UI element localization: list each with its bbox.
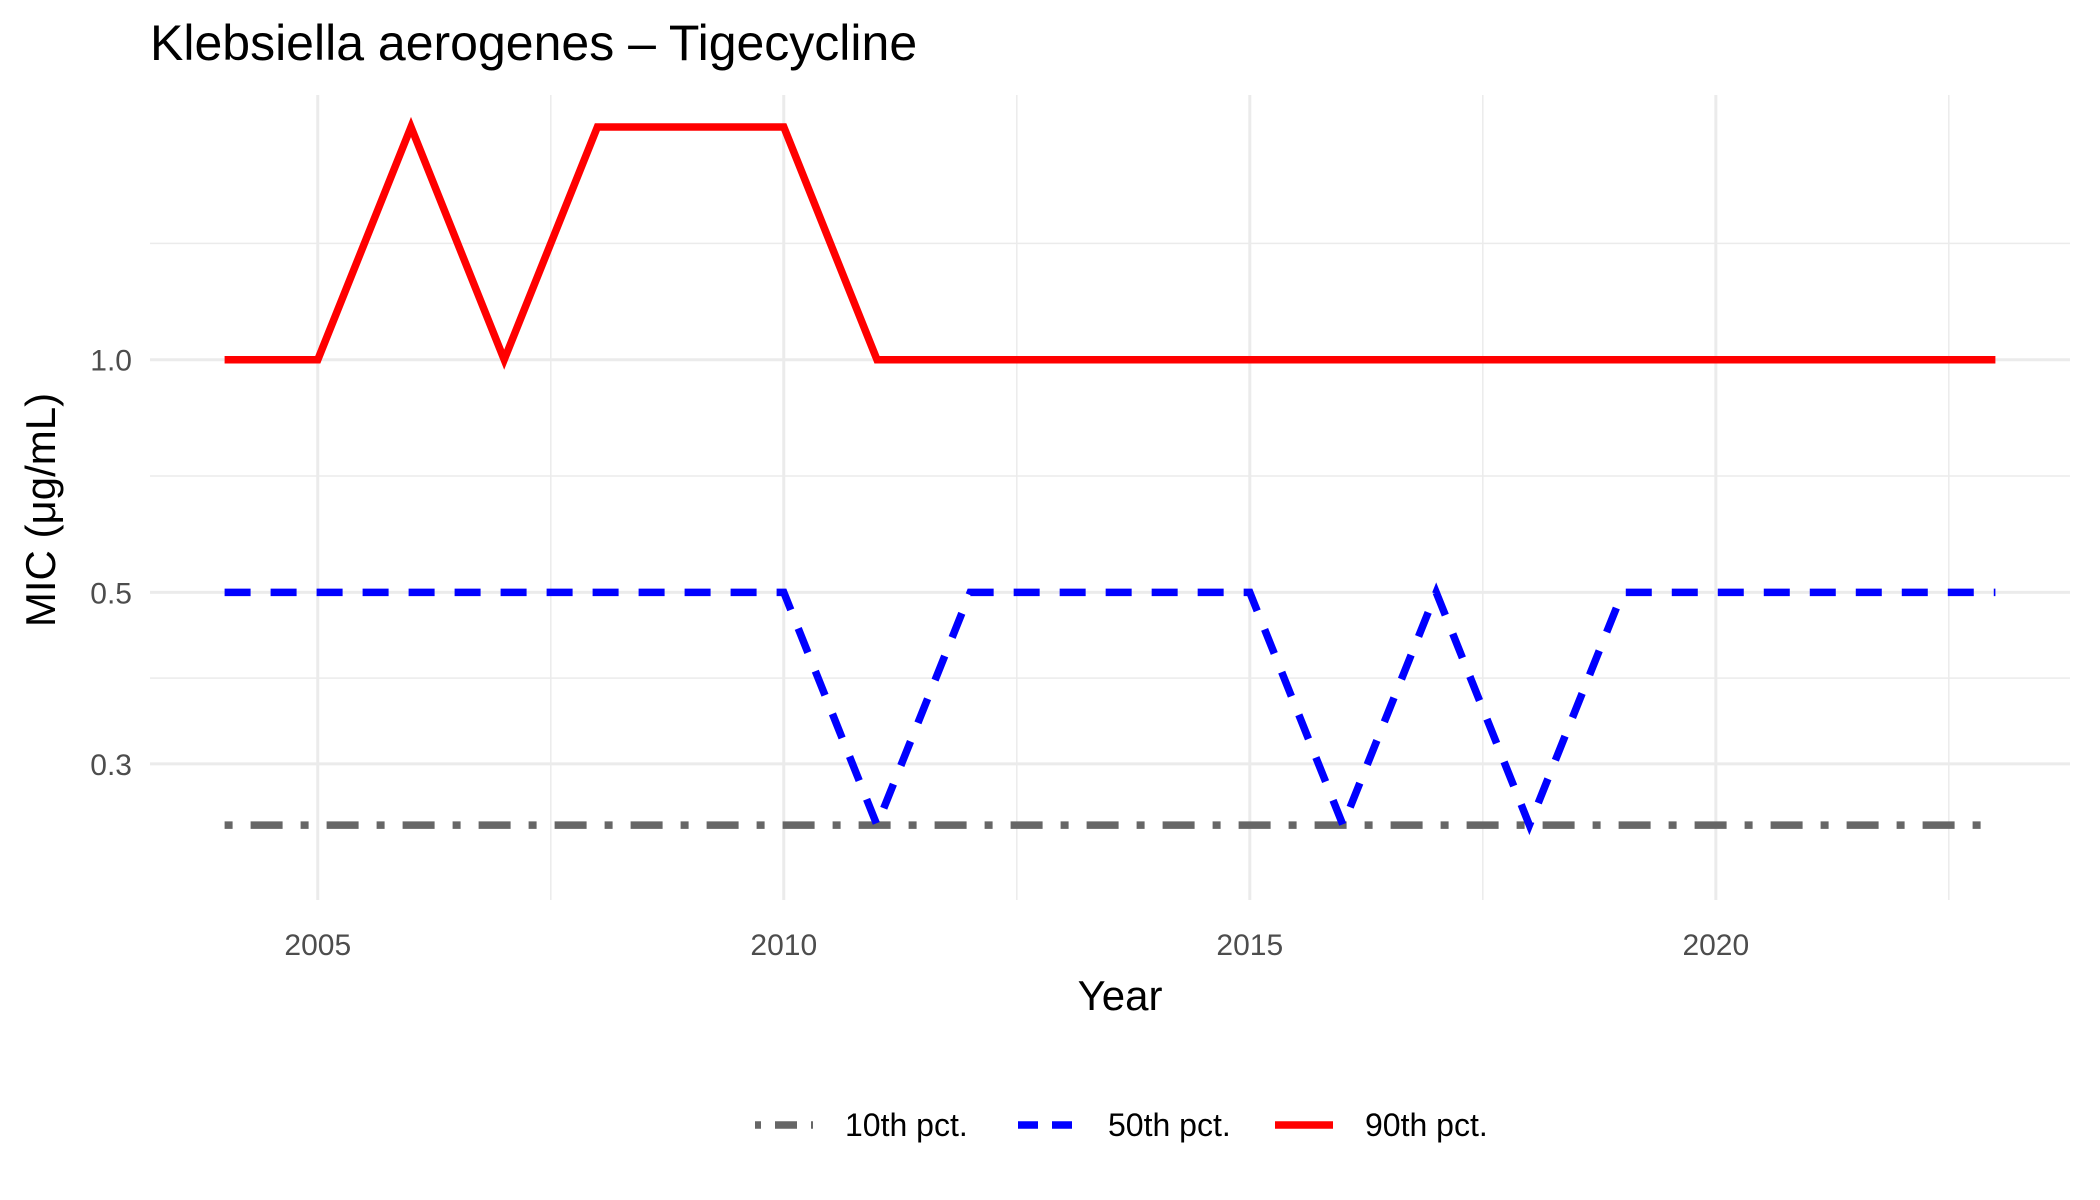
x-tick-label: 2015 <box>1216 929 1283 962</box>
chart-title: Klebsiella aerogenes – Tigecycline <box>150 15 917 71</box>
series-line-1 <box>224 582 1996 836</box>
x-axis-title: Year <box>1078 972 1163 1019</box>
tick-labels: 2005 2010 2015 2020 1.0 0.5 0.3 <box>90 345 1749 962</box>
y-tick-label: 1.0 <box>90 345 132 378</box>
x-tick-label: 2010 <box>750 929 817 962</box>
legend-label-1: 50th pct. <box>1108 1107 1231 1143</box>
x-tick-label: 2020 <box>1682 929 1749 962</box>
grid <box>150 95 2070 900</box>
y-axis-title: MIC (μg/mL) <box>17 393 64 627</box>
y-tick-label: 0.3 <box>90 749 132 782</box>
legend-label-0: 10th pct. <box>845 1107 968 1143</box>
series-layer <box>224 116 1996 836</box>
x-tick-label: 2005 <box>284 929 351 962</box>
y-tick-label: 0.5 <box>90 577 132 610</box>
legend: 10th pct. 50th pct. 90th pct. <box>755 1107 1488 1143</box>
legend-label-2: 90th pct. <box>1365 1107 1488 1143</box>
series-line-2 <box>224 116 1996 370</box>
